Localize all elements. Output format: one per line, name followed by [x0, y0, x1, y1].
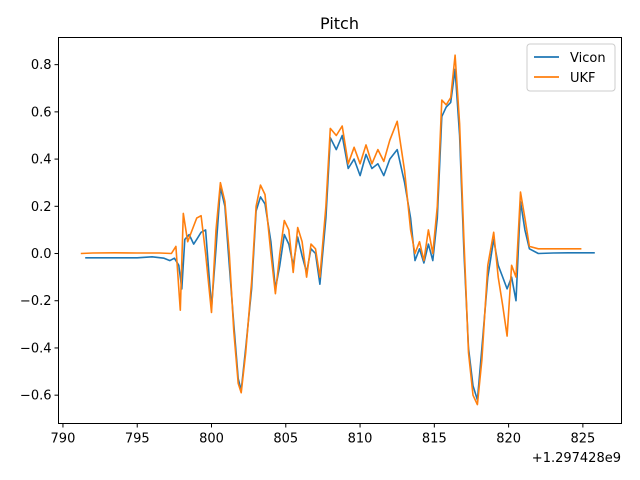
y-tick-label: 0.2: [31, 200, 52, 215]
x-tick-label: 825: [570, 432, 595, 447]
y-tick-label: −0.2: [20, 294, 52, 309]
y-tick-label: −0.4: [20, 341, 52, 356]
y-tick-label: 0.8: [31, 58, 52, 73]
y-tick-label: 0.4: [31, 153, 52, 168]
x-offset-label: +1.297428e9: [532, 451, 621, 466]
series-layer: [80, 54, 595, 406]
x-tick-label: 815: [422, 432, 447, 447]
x-axis-ticks: 790 795 800 805 810 815 820 825: [51, 423, 595, 447]
chart-title: Pitch: [320, 14, 359, 33]
x-tick-label: 810: [348, 432, 373, 447]
y-tick-label: −0.6: [20, 389, 52, 404]
series-line-ukf: [80, 54, 582, 406]
legend: Vicon UKF: [526, 43, 616, 92]
y-tick-label: 0.6: [31, 105, 52, 120]
legend-label-vicon: Vicon: [570, 51, 606, 66]
legend-label-ukf: UKF: [570, 71, 596, 86]
y-tick-label: 0.0: [31, 247, 52, 262]
x-tick-label: 800: [199, 432, 224, 447]
legend-box: [526, 43, 616, 92]
x-tick-label: 795: [125, 432, 150, 447]
plot-frame: [58, 37, 622, 424]
y-axis-ticks: −0.6 −0.4 −0.2 0.0 0.2 0.4 0.6 0.8: [20, 58, 59, 404]
x-tick-label: 805: [273, 432, 298, 447]
x-tick-label: 820: [496, 432, 521, 447]
x-tick-label: 790: [51, 432, 76, 447]
